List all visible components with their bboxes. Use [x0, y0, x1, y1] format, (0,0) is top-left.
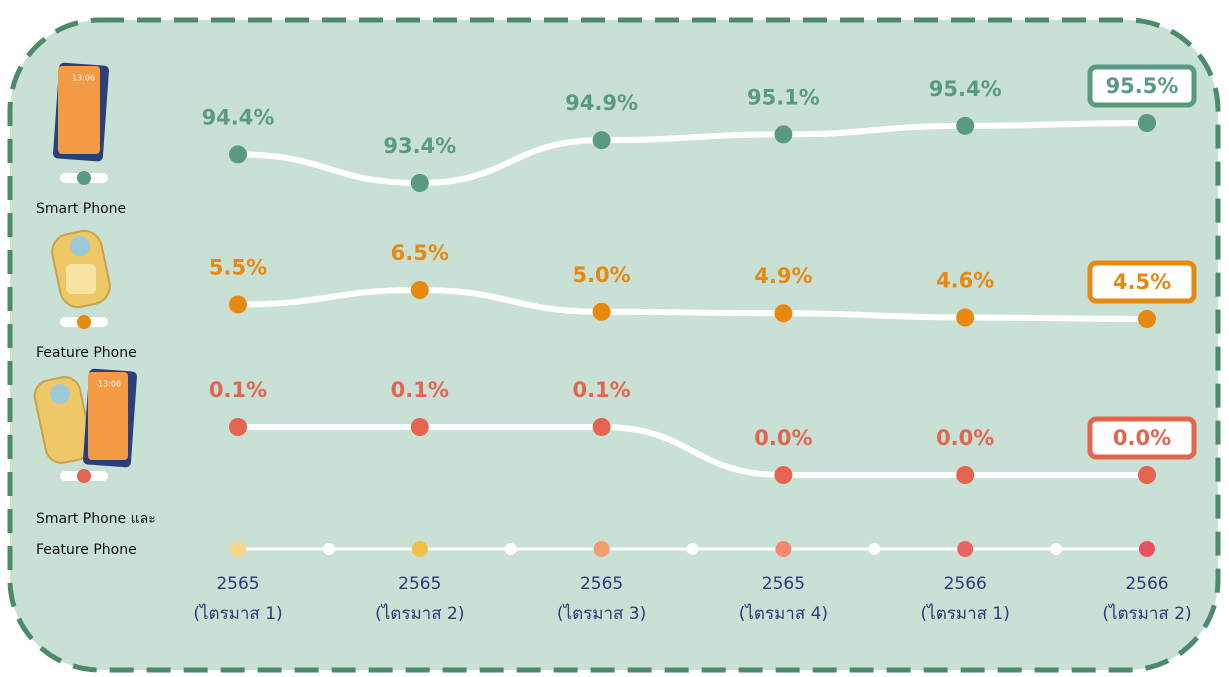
- x-tick-label: (ไตรมาส 4): [739, 603, 828, 624]
- data-point: [229, 418, 247, 436]
- highlight-box: [1087, 260, 1197, 304]
- legend-entry: Smart Phone และ Feature Phone: [36, 511, 156, 558]
- x-tick-label: 2566: [944, 574, 987, 594]
- series-line: [238, 423, 1147, 479]
- value-label: 0.0%: [754, 426, 812, 450]
- svg-text:13:06: 13:06: [72, 74, 95, 83]
- value-label: 95.1%: [747, 85, 820, 109]
- data-point: [410, 174, 429, 192]
- x-tick-label: (ไตรมาส 2): [1102, 603, 1191, 624]
- data-point: [774, 466, 793, 484]
- both-phones-icon: 13:06: [33, 368, 137, 468]
- data-point: [774, 304, 793, 323]
- value-label: 5.5%: [209, 256, 267, 280]
- data-point: [410, 418, 429, 436]
- data-point: [1138, 466, 1156, 484]
- legend-entry: Feature Phone: [36, 345, 137, 361]
- data-point: [592, 418, 611, 436]
- value-label: 93.4%: [383, 134, 456, 158]
- data-point: [1138, 114, 1156, 132]
- x-tick-label: (ไตรมาส 3): [557, 603, 646, 624]
- highlight-box: [1087, 416, 1197, 460]
- x-tick-label: 2565: [398, 574, 441, 594]
- value-label: 5.0%: [572, 263, 630, 287]
- x-tick-label: 2565: [580, 574, 623, 594]
- x-tick-label: (ไตรมาส 2): [375, 603, 464, 624]
- timeline-marker: [230, 541, 246, 557]
- timeline-dot: [322, 543, 335, 555]
- panel: [7, 17, 1221, 673]
- data-point: [956, 466, 975, 484]
- data-point: [229, 295, 247, 314]
- value-label: 94.9%: [565, 91, 638, 115]
- timeline-dot: [686, 543, 699, 555]
- x-tick-label: 2565: [762, 574, 805, 594]
- value-label: 0.0%: [1113, 426, 1171, 450]
- featurephone-icon: [51, 229, 111, 309]
- value-label: 4.5%: [1113, 270, 1171, 294]
- data-point: [592, 302, 611, 321]
- value-label: 94.4%: [202, 105, 275, 129]
- value-label: 0.0%: [936, 426, 994, 450]
- series-line: [237, 120, 1148, 187]
- x-tick-label: (ไตรมาส 1): [193, 603, 282, 624]
- data-point: [592, 131, 611, 150]
- legend-marker: [77, 171, 91, 185]
- timeline-dot: [868, 543, 881, 555]
- svg-text:13:06: 13:06: [98, 380, 121, 389]
- value-label: 0.1%: [572, 378, 630, 402]
- data-point: [774, 125, 793, 144]
- x-tick-label: 2565: [216, 574, 259, 594]
- legend-entry: Smart Phone: [36, 201, 127, 217]
- value-label: 4.9%: [754, 264, 812, 288]
- data-point: [229, 145, 247, 164]
- timeline-marker: [411, 541, 428, 557]
- highlight-box: [1087, 64, 1197, 108]
- timeline-marker: [593, 541, 610, 557]
- timeline-marker: [1139, 541, 1155, 557]
- timeline-marker: [957, 541, 974, 557]
- timeline-dot: [1050, 543, 1063, 555]
- x-tick-label: 2566: [1125, 574, 1168, 594]
- value-label: 6.5%: [391, 241, 449, 265]
- data-point: [956, 116, 975, 135]
- data-point: [1138, 310, 1156, 328]
- value-label: 95.4%: [929, 77, 1002, 101]
- legend-marker: [77, 469, 91, 483]
- timeline-dot: [504, 543, 517, 555]
- x-tick-label: (ไตรมาส 1): [921, 603, 1010, 624]
- value-label: 4.6%: [936, 269, 994, 293]
- value-label: 95.5%: [1106, 74, 1179, 98]
- data-point: [956, 308, 975, 327]
- timeline-marker: [775, 541, 792, 557]
- smartphone-icon: 13:06: [53, 62, 109, 162]
- data-point: [410, 281, 429, 299]
- series-line: [237, 286, 1148, 322]
- legend-marker: [77, 315, 91, 329]
- value-label: 0.1%: [209, 378, 267, 402]
- value-label: 0.1%: [391, 378, 449, 402]
